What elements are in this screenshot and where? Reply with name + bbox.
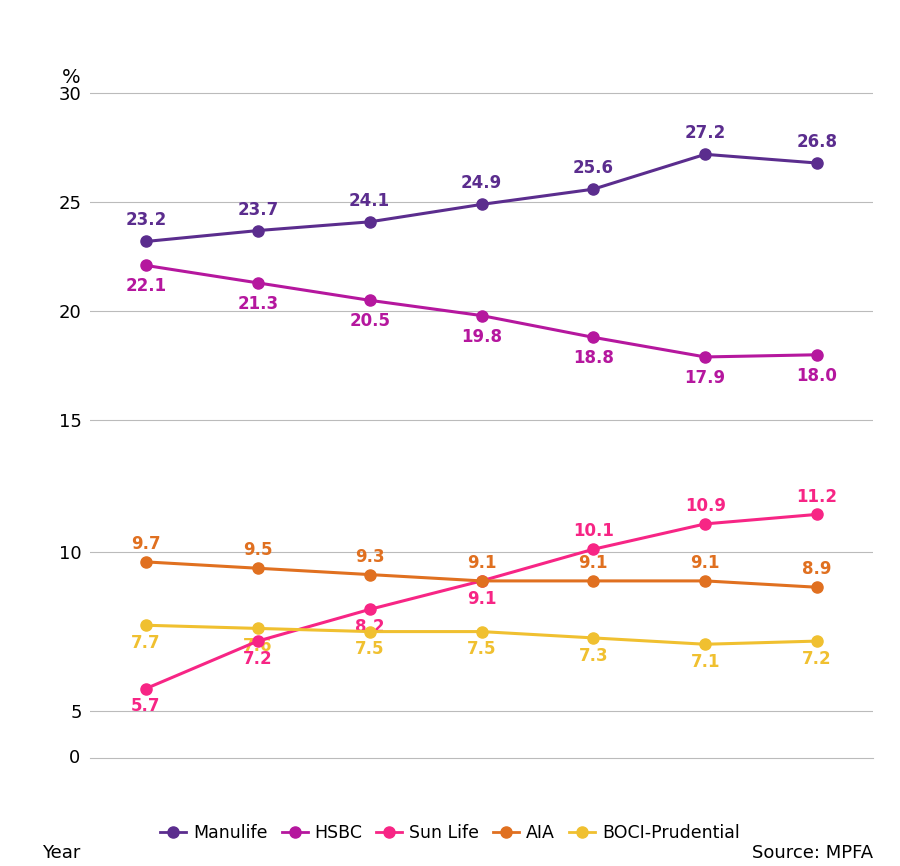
Text: 26.8: 26.8	[796, 133, 838, 151]
Text: 7.1: 7.1	[690, 653, 720, 671]
Text: 7.5: 7.5	[355, 641, 384, 658]
Text: Year: Year	[42, 843, 81, 862]
Text: 23.7: 23.7	[238, 201, 278, 218]
Text: 7.7: 7.7	[131, 634, 161, 652]
Text: 9.5: 9.5	[243, 541, 273, 559]
Text: 21.3: 21.3	[238, 294, 278, 313]
Text: 8.9: 8.9	[802, 560, 832, 578]
Text: 24.1: 24.1	[349, 192, 391, 210]
Text: 11.2: 11.2	[796, 488, 838, 506]
Text: 18.0: 18.0	[796, 367, 838, 385]
Text: 19.8: 19.8	[461, 327, 502, 346]
Text: 27.2: 27.2	[685, 125, 725, 142]
Text: 5.7: 5.7	[131, 697, 161, 715]
Text: 9.1: 9.1	[690, 554, 720, 572]
Text: 7.6: 7.6	[243, 637, 273, 656]
Text: 9.1: 9.1	[579, 554, 608, 572]
Text: 10.9: 10.9	[685, 497, 725, 515]
Legend: Manulife, HSBC, Sun Life, AIA, BOCI-Prudential: Manulife, HSBC, Sun Life, AIA, BOCI-Prud…	[153, 817, 747, 849]
Text: 7.3: 7.3	[579, 647, 608, 665]
Text: 10.1: 10.1	[573, 522, 614, 540]
Text: 0: 0	[69, 749, 81, 767]
Text: 9.7: 9.7	[131, 535, 161, 553]
Text: 7.2: 7.2	[243, 650, 273, 668]
Text: 18.8: 18.8	[573, 349, 614, 367]
Text: 8.2: 8.2	[355, 618, 384, 637]
Text: 9.1: 9.1	[467, 554, 496, 572]
Text: 9.1: 9.1	[467, 590, 496, 608]
Text: 7.2: 7.2	[802, 650, 832, 668]
Text: 7.5: 7.5	[467, 641, 496, 658]
Text: 20.5: 20.5	[349, 313, 390, 330]
Text: Source: MPFA: Source: MPFA	[752, 843, 873, 862]
Text: 22.1: 22.1	[125, 277, 166, 295]
Text: 24.9: 24.9	[461, 174, 502, 192]
Text: 25.6: 25.6	[573, 159, 614, 178]
Text: 9.3: 9.3	[355, 547, 384, 565]
Text: %: %	[62, 68, 81, 87]
Text: 23.2: 23.2	[125, 211, 166, 229]
Text: 17.9: 17.9	[685, 369, 725, 387]
